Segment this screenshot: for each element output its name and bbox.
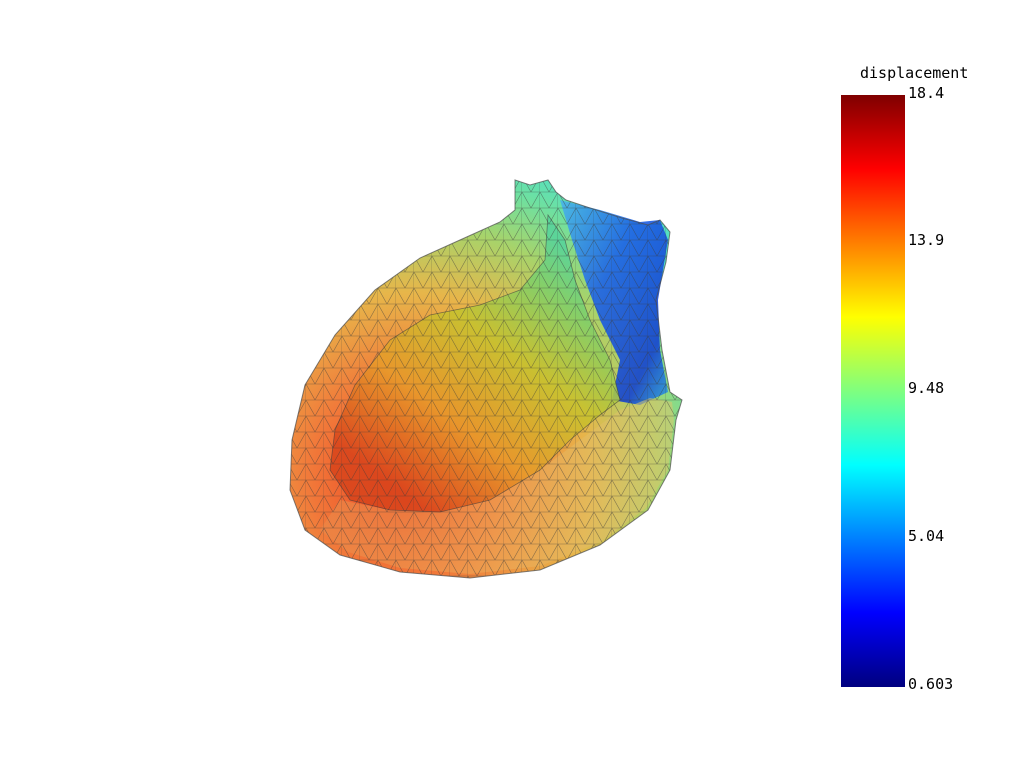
tick-label-min: 0.603 — [908, 675, 954, 693]
tick-label-3: 9.48 — [908, 379, 945, 397]
scalar-bar-title: displacement — [860, 64, 969, 82]
mesh-outline — [289, 179, 683, 579]
scalar-bar: displacement 18.4 13.9 9.48 5.04 0.603 — [820, 56, 1020, 706]
mesh-wireframe — [290, 180, 682, 578]
color-ramp — [841, 95, 905, 687]
heart-mesh-surface[interactable] — [0, 0, 820, 768]
tick-label-2: 13.9 — [908, 231, 945, 249]
cavity-outline — [329, 213, 621, 513]
tick-label-4: 5.04 — [908, 527, 945, 545]
tick-label-max: 18.4 — [908, 84, 945, 102]
